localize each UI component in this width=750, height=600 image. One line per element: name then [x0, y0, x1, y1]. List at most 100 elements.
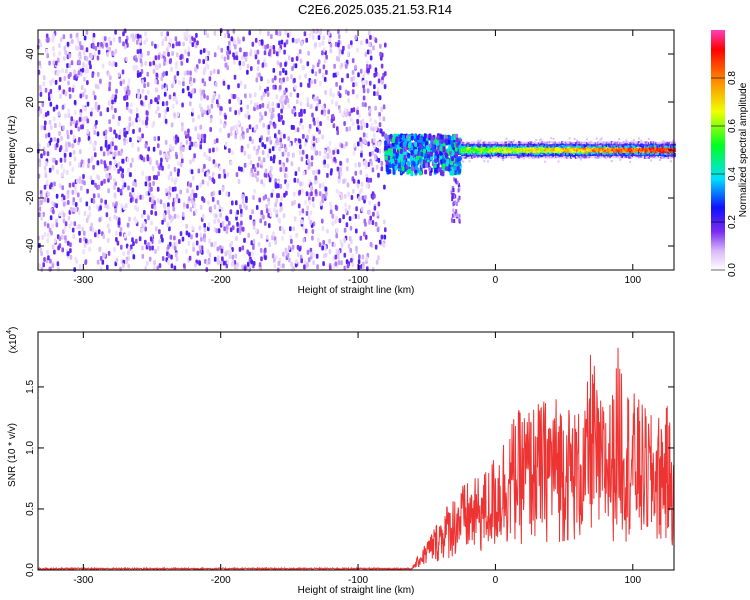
heatmap-cell [221, 206, 224, 212]
heatmap-cell [482, 152, 485, 155]
heatmap-cell [451, 218, 454, 223]
heatmap-cell [161, 84, 164, 90]
heatmap-cell [656, 147, 659, 150]
heatmap-cell [510, 147, 513, 150]
heatmap-cell [532, 151, 535, 153]
heatmap-cell [359, 141, 363, 147]
heatmap-cell [145, 119, 148, 125]
heatmap-cell [561, 149, 564, 152]
heatmap-cell [590, 150, 594, 153]
heatmap-cell [38, 162, 42, 168]
heatmap-cell [201, 112, 204, 118]
heatmap-cell [458, 218, 461, 223]
heatmap-cell [516, 147, 519, 150]
heatmap-cell [187, 51, 190, 57]
heatmap-cell [255, 77, 259, 83]
heatmap-cell [383, 234, 387, 240]
heatmap-cell [488, 146, 491, 149]
heatmap-cell [181, 102, 184, 108]
heatmap-cell [604, 143, 607, 146]
heatmap-cell [358, 254, 361, 260]
heatmap-cell [439, 154, 443, 160]
heatmap-cell [129, 172, 132, 178]
heatmap-cell [657, 152, 660, 155]
heatmap-cell [527, 145, 530, 148]
heatmap-cell [493, 149, 496, 152]
heatmap-cell [306, 97, 310, 103]
heatmap-cell [487, 151, 490, 154]
heatmap-cell [640, 139, 643, 142]
heatmap-cell [298, 189, 302, 195]
heatmap-cell [340, 62, 343, 68]
heatmap-cell [463, 151, 466, 154]
heatmap-cell [215, 146, 219, 152]
heatmap-cell [585, 143, 589, 146]
heatmap-cell [104, 142, 108, 148]
heatmap-cell [233, 74, 237, 80]
heatmap-cell [185, 230, 189, 236]
heatmap-cell [401, 134, 405, 140]
heatmap-cell [279, 142, 283, 148]
heatmap-cell [499, 154, 502, 157]
heatmap-cell [280, 108, 283, 114]
heatmap-cell [334, 147, 338, 153]
heatmap-cell [337, 254, 340, 260]
heatmap-cell [200, 95, 203, 101]
heatmap-cell [155, 109, 158, 115]
heatmap-cell [98, 246, 101, 252]
heatmap-cell [129, 137, 132, 143]
heatmap-cell [515, 141, 518, 144]
heatmap-cell [552, 156, 555, 159]
heatmap-cell [391, 158, 395, 164]
heatmap-cell [552, 155, 555, 157]
heatmap-cell [100, 266, 103, 272]
heatmap-cell [647, 138, 650, 140]
heatmap-cell [226, 172, 229, 177]
heatmap-cell [563, 143, 566, 145]
heatmap-cell [268, 148, 272, 154]
heatmap-cell [585, 154, 589, 157]
heatmap-cell [656, 141, 659, 144]
heatmap-cell [588, 153, 591, 156]
heatmap-cell [383, 219, 386, 225]
heatmap-cell [551, 153, 554, 156]
heatmap-cell [475, 152, 479, 155]
heatmap-cell [368, 64, 372, 70]
heatmap-cell [63, 152, 67, 158]
heatmap-cell [173, 135, 176, 141]
heatmap-cell [124, 233, 127, 239]
heatmap-cell [561, 141, 564, 144]
heatmap-cell [531, 143, 534, 146]
heatmap-cell [226, 259, 230, 265]
heatmap-cell [520, 142, 523, 145]
heatmap-cell [82, 163, 85, 169]
heatmap-cell [614, 156, 617, 159]
heatmap-cell [628, 151, 631, 154]
heatmap-cell [505, 137, 508, 140]
heatmap-cell [537, 155, 540, 158]
heatmap-cell [546, 147, 549, 150]
heatmap-cell [663, 144, 666, 146]
heatmap-cell [504, 143, 507, 146]
heatmap-cell [374, 67, 378, 73]
heatmap-cell [202, 48, 206, 54]
heatmap-cell [572, 155, 575, 158]
heatmap-cell [115, 237, 118, 242]
heatmap-cell [229, 131, 233, 137]
heatmap-cell [464, 154, 467, 157]
heatmap-cell [154, 64, 158, 70]
heatmap-cell [665, 147, 668, 150]
heatmap-cell [374, 119, 377, 125]
heatmap-cell [252, 260, 256, 266]
heatmap-cell [68, 93, 72, 99]
heatmap-cell [629, 145, 632, 148]
heatmap-cell [62, 195, 66, 201]
heatmap-cell [595, 137, 598, 140]
heatmap-cell [352, 107, 356, 113]
heatmap-cell [644, 145, 647, 148]
heatmap-cell [578, 150, 581, 153]
heatmap-cell [621, 141, 624, 144]
heatmap-cell [157, 94, 160, 100]
heatmap-cell [287, 55, 291, 61]
heatmap-cell [76, 178, 79, 184]
